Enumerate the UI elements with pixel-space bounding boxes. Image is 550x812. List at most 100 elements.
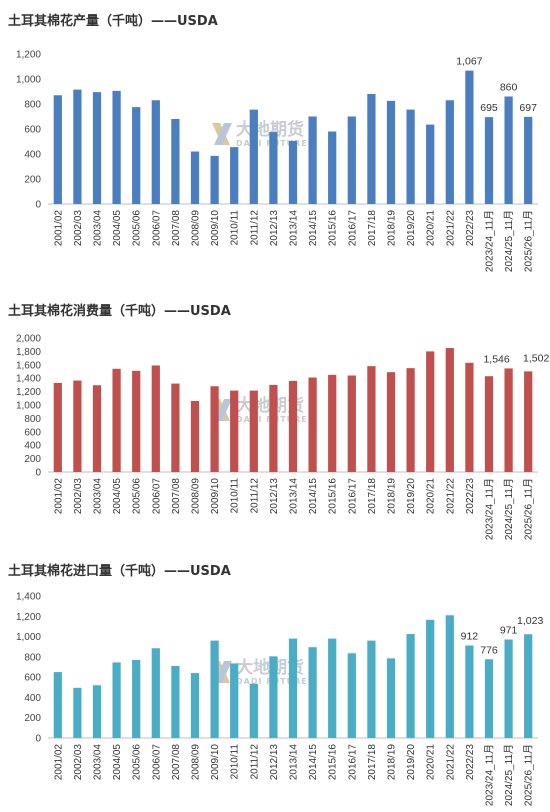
x-tick-label: 2013/14 (289, 478, 300, 515)
bar (328, 131, 337, 204)
x-tick-label: 2018/19 (387, 744, 398, 781)
y-tick-label: 400 (24, 150, 41, 161)
bar (230, 663, 239, 738)
x-tick-label: 2013/14 (289, 210, 300, 247)
y-tick-label: 0 (35, 734, 41, 745)
imports-chart-title: 土耳其棉花进口量（千吨）——USDA (8, 564, 231, 579)
bar (465, 70, 474, 204)
x-tick-label: 2013/14 (289, 744, 300, 781)
bar (151, 100, 160, 204)
x-tick-label: 2005/06 (132, 210, 143, 247)
bar (92, 92, 102, 204)
bar (367, 94, 376, 204)
y-tick-label: 200 (24, 713, 41, 724)
x-tick-label: 2006/07 (151, 478, 162, 515)
x-tick-label: 2023/24_11月 (484, 744, 496, 806)
x-tick-label: 2019/20 (406, 210, 417, 247)
x-tick-label: 2011/12 (249, 210, 260, 246)
y-tick-label: 1,400 (16, 374, 41, 385)
data-label: 912 (461, 630, 479, 642)
bar (249, 683, 258, 738)
data-label: 1,023 (517, 615, 543, 627)
x-tick-label: 2003/04 (93, 478, 104, 515)
x-tick-label: 2021/22 (445, 478, 456, 515)
data-label: 971 (500, 625, 518, 637)
y-tick-label: 0 (35, 468, 41, 479)
x-tick-label: 2016/17 (347, 210, 358, 247)
x-tick-label: 2025/26_11月 (523, 478, 535, 540)
bar (504, 96, 513, 204)
x-tick-label: 2001/02 (53, 210, 64, 247)
bar (230, 390, 239, 472)
y-tick-label: 0 (35, 200, 41, 211)
bar (308, 647, 317, 738)
bar (190, 673, 200, 738)
bar (132, 107, 141, 204)
x-tick-label: 2017/18 (367, 210, 378, 247)
bar (249, 109, 258, 204)
y-tick-label: 1,200 (16, 387, 41, 398)
data-label: 697 (519, 102, 537, 114)
y-tick-label: 600 (24, 427, 41, 438)
bar (484, 117, 494, 204)
bar (132, 659, 141, 738)
bar (112, 662, 121, 738)
y-tick-label: 1,400 (16, 592, 41, 603)
x-tick-label: 2016/17 (347, 744, 358, 781)
y-tick-label: 400 (24, 693, 41, 704)
bar (426, 351, 435, 472)
x-tick-label: 2014/15 (308, 744, 319, 781)
data-label: 860 (500, 82, 518, 94)
y-tick-label: 200 (24, 454, 41, 465)
x-tick-label: 2018/19 (387, 478, 398, 515)
consumption-chart-title: 土耳其棉花消费量（千吨）——USDA (8, 304, 231, 319)
bar (445, 348, 454, 472)
data-label: 776 (480, 644, 498, 656)
bar (465, 362, 474, 472)
x-tick-label: 2003/04 (93, 744, 104, 781)
x-tick-label: 2022/23 (465, 478, 476, 515)
y-tick-label: 1,000 (16, 401, 41, 412)
y-tick-label: 400 (24, 441, 41, 452)
bar (132, 370, 141, 472)
bar (386, 658, 396, 738)
x-tick-label: 2002/03 (73, 210, 84, 247)
x-tick-label: 2021/22 (445, 210, 456, 247)
x-tick-label: 2012/13 (269, 210, 280, 247)
bar (230, 147, 239, 204)
y-tick-label: 600 (24, 125, 41, 136)
y-tick-label: 1,200 (16, 612, 41, 623)
x-tick-label: 2025/26_11月 (523, 210, 535, 272)
x-tick-label: 2004/05 (112, 478, 123, 515)
bar (347, 116, 356, 204)
x-tick-label: 2021/22 (445, 744, 456, 781)
x-tick-label: 2025/26_11月 (523, 744, 535, 806)
x-tick-label: 2009/10 (210, 744, 221, 781)
bar (171, 383, 180, 472)
bar (151, 648, 160, 738)
bar (347, 375, 356, 472)
x-tick-label: 2007/08 (171, 744, 182, 781)
x-tick-label: 2003/04 (93, 210, 104, 247)
bar (53, 95, 62, 204)
x-tick-label: 2023/24_11月 (484, 478, 496, 540)
x-tick-label: 2004/05 (112, 744, 123, 781)
bar (524, 634, 533, 738)
bar (210, 386, 219, 472)
watermark-mark-icon (214, 123, 232, 145)
bar (406, 634, 415, 738)
bar (367, 640, 376, 738)
x-tick-label: 2012/13 (269, 478, 280, 515)
data-label: 695 (480, 102, 498, 114)
x-tick-label: 2020/21 (426, 210, 437, 247)
bar (524, 371, 533, 472)
x-tick-label: 2024/25_11月 (503, 478, 515, 540)
x-tick-label: 2006/07 (151, 210, 162, 247)
x-tick-label: 2024/25_11月 (503, 744, 515, 806)
x-tick-label: 2010/11 (230, 478, 241, 514)
x-tick-label: 2009/10 (210, 478, 221, 515)
